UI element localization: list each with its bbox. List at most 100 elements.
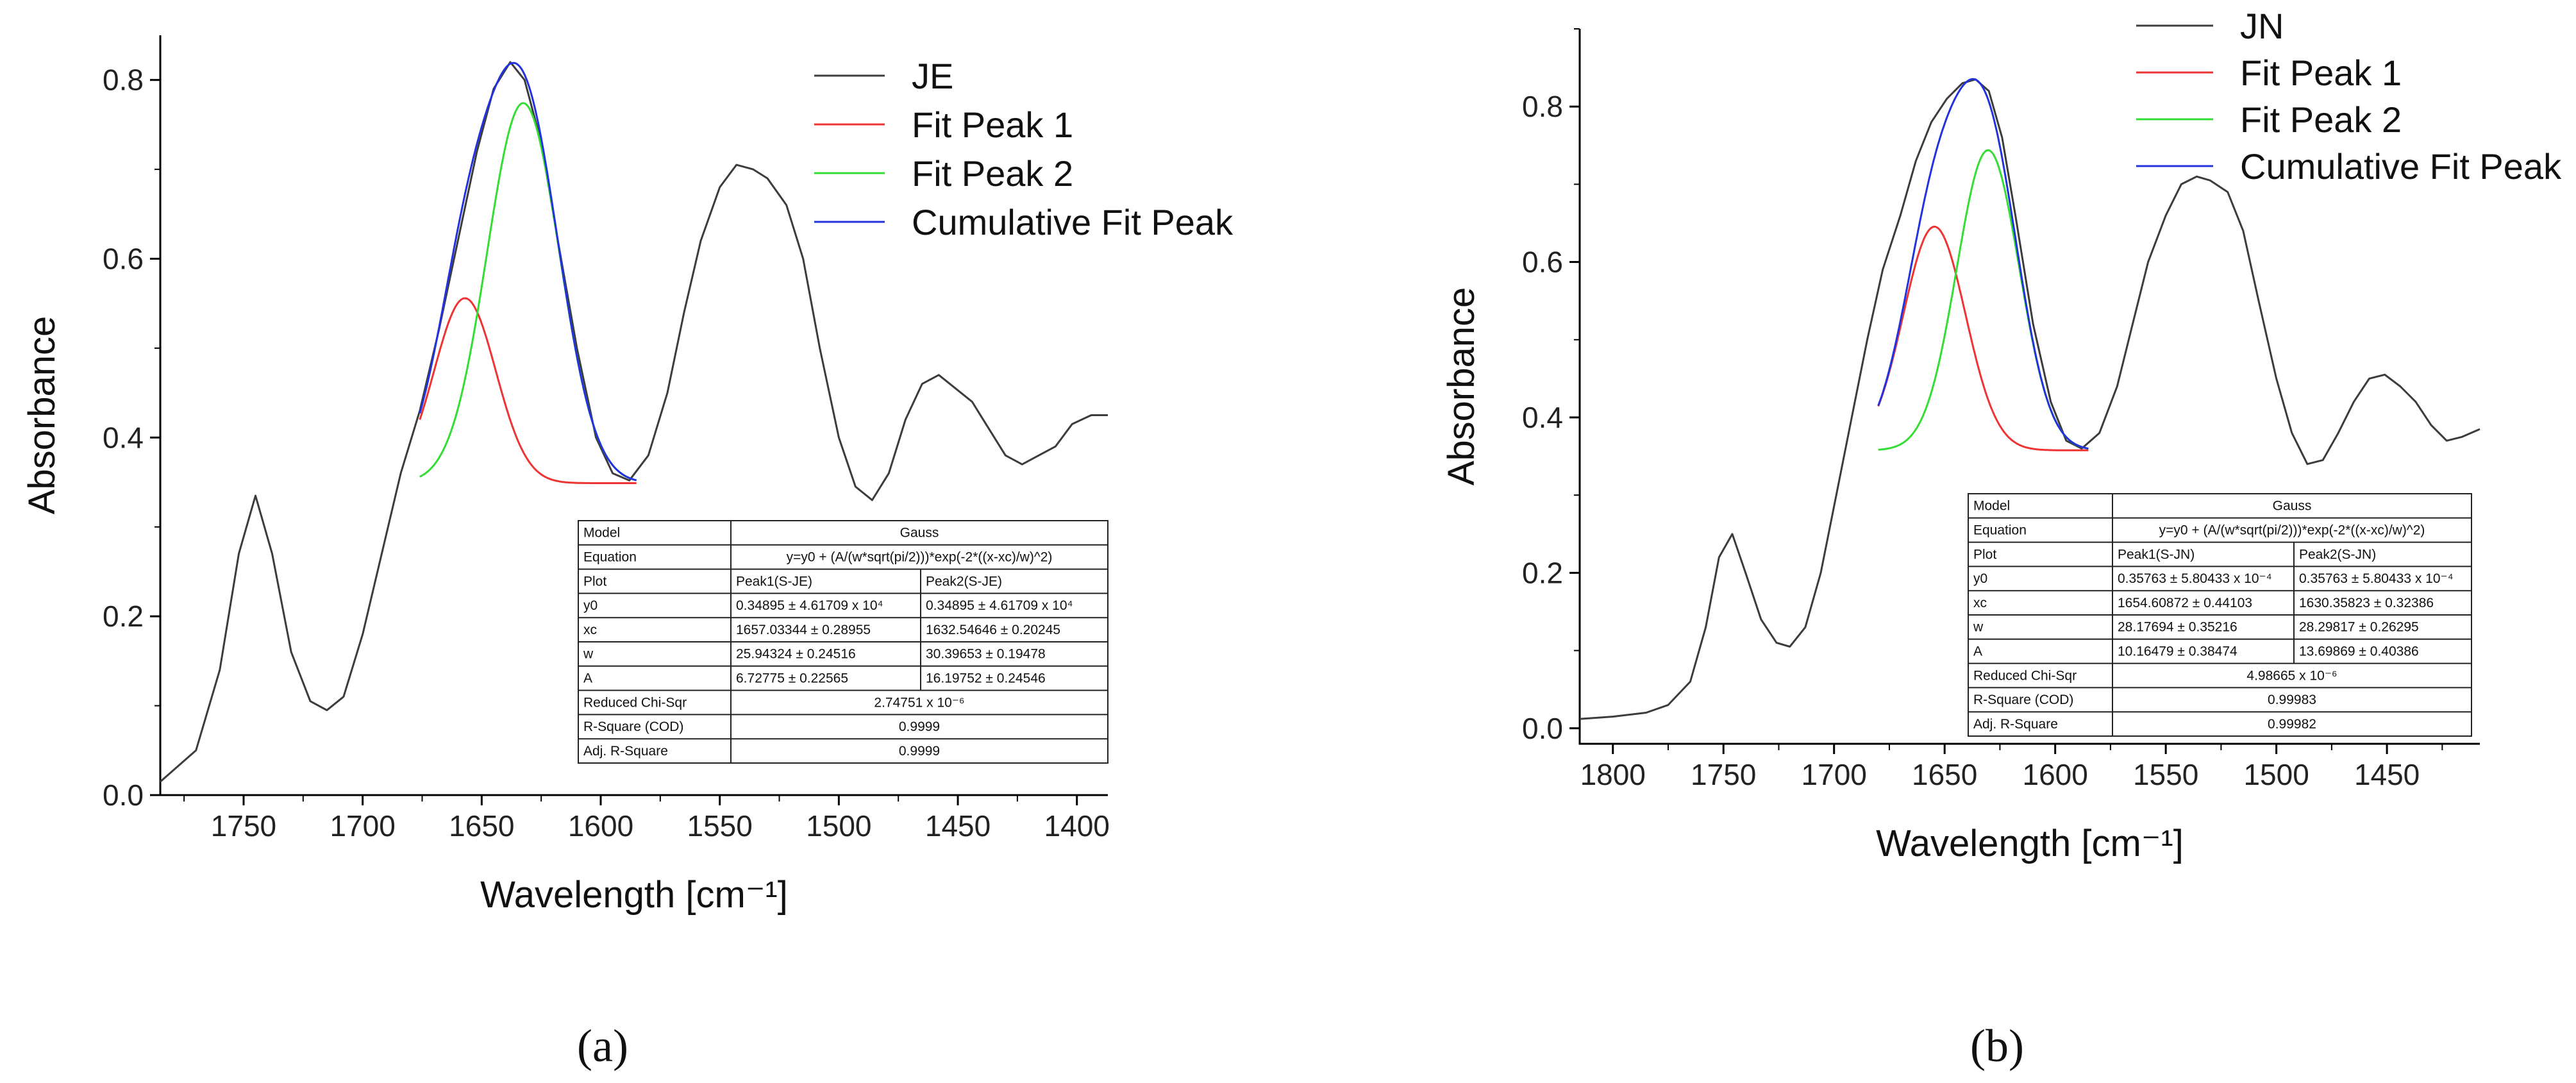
panel-label: (a) — [577, 1020, 628, 1071]
table-param-peak2: 0.34895 ± 4.61709 x 10⁴ — [926, 598, 1073, 613]
y-tick-label: 0.4 — [103, 421, 144, 454]
table-stat-label: R-Square (COD) — [1973, 693, 2073, 707]
legend-label: JN — [2240, 6, 2284, 46]
table-header-peak2: Peak2(S-JN) — [2299, 547, 2376, 562]
table-param-label: y0 — [1973, 571, 1987, 586]
table-param-label: w — [583, 647, 594, 662]
table-stat-label: Adj. R-Square — [1973, 717, 2058, 732]
x-axis-label: Wavelength [cm⁻¹] — [1876, 823, 2184, 864]
table-param-peak2: 30.39653 ± 0.19478 — [926, 647, 1046, 662]
y-tick-label: 0.6 — [1522, 246, 1563, 279]
legend-label: Cumulative Fit Peak — [912, 202, 1234, 242]
panel-label: (b) — [1970, 1020, 2024, 1071]
x-axis-label: Wavelength [cm⁻¹] — [480, 874, 788, 916]
series-line-cumulative-fit — [419, 62, 637, 482]
series-line-fit-peak-2 — [419, 102, 637, 482]
series-line-je — [160, 61, 1108, 783]
series-line-fit-peak-1 — [1877, 226, 2089, 451]
legend-label: Fit Peak 2 — [912, 153, 1073, 194]
table-stat-value: 0.9999 — [899, 719, 940, 734]
legend-label: Fit Peak 2 — [2240, 99, 2402, 140]
legend-label: Fit Peak 1 — [912, 105, 1073, 145]
table-cell-label: Equation — [583, 550, 637, 565]
legend-label: JE — [912, 56, 953, 96]
table-param-peak2: 13.69869 ± 0.40386 — [2299, 644, 2419, 659]
table-header-peak1: Peak1(S-JN) — [2118, 547, 2195, 562]
y-tick-label: 0.8 — [103, 63, 144, 97]
y-tick-label: 0.0 — [103, 778, 144, 812]
legend-label: Cumulative Fit Peak — [2240, 146, 2562, 187]
table-param-label: A — [583, 671, 592, 686]
x-tick-label: 1500 — [2243, 758, 2309, 791]
table-param-peak2: 28.29817 ± 0.26295 — [2299, 620, 2419, 635]
table-stat-label: Reduced Chi-Sqr — [1973, 668, 2077, 683]
series-line-cumulative-fit — [1877, 78, 2089, 450]
x-tick-label: 1750 — [211, 809, 276, 843]
table-cell-value: y=y0 + (A/(w*sqrt(pi/2)))*exp(-2*((x-xc)… — [787, 550, 1053, 565]
table-param-peak2: 1630.35823 ± 0.32386 — [2299, 596, 2434, 610]
table-param-label: A — [1973, 644, 1982, 659]
x-tick-label: 1550 — [2133, 758, 2198, 791]
table-stat-value: 0.99983 — [2268, 693, 2316, 707]
x-tick-label: 1700 — [330, 809, 395, 843]
series-line-fit-peak-1 — [419, 297, 637, 484]
y-tick-label: 0.2 — [1522, 556, 1563, 589]
table-param-peak1: 0.34895 ± 4.61709 x 10⁴ — [736, 598, 883, 613]
table-header-peak1: Peak1(S-JE) — [736, 574, 812, 589]
x-tick-label: 1750 — [1691, 758, 1756, 791]
table-stat-label: R-Square (COD) — [583, 719, 683, 734]
x-tick-label: 1600 — [2022, 758, 2087, 791]
x-tick-label: 1650 — [1912, 758, 1977, 791]
table-param-label: w — [1973, 620, 1984, 635]
table-cell-label: Equation — [1973, 523, 2027, 538]
table-header-peak2: Peak2(S-JE) — [926, 574, 1002, 589]
table-cell-value: Gauss — [2273, 499, 2312, 514]
table-cell-value: Gauss — [900, 526, 939, 541]
x-tick-label: 1400 — [1044, 809, 1110, 843]
table-cell-label: Plot — [583, 574, 606, 589]
x-tick-label: 1450 — [2354, 758, 2420, 791]
y-tick-label: 0.0 — [1522, 712, 1563, 745]
table-stat-value: 2.74751 x 10⁻⁶ — [874, 695, 964, 710]
table-cell-label: Model — [1973, 499, 2010, 514]
table-param-peak1: 0.35763 ± 5.80433 x 10⁻⁴ — [2118, 571, 2272, 586]
table-cell-label: Model — [583, 526, 620, 541]
y-axis-label: Absorbance — [21, 316, 63, 515]
table-param-peak1: 1654.60872 ± 0.44103 — [2118, 596, 2252, 610]
y-tick-label: 0.4 — [1522, 401, 1563, 434]
y-axis-label: Absorbance — [1441, 287, 1482, 486]
x-tick-label: 1600 — [568, 809, 633, 843]
table-cell-label: Plot — [1973, 547, 1996, 562]
table-cell-value: y=y0 + (A/(w*sqrt(pi/2)))*exp(-2*((x-xc)… — [2159, 523, 2425, 538]
table-param-peak1: 28.17694 ± 0.35216 — [2118, 620, 2237, 635]
x-tick-label: 1550 — [687, 809, 753, 843]
x-tick-label: 1650 — [449, 809, 514, 843]
x-tick-label: 1500 — [806, 809, 871, 843]
table-stat-label: Reduced Chi-Sqr — [583, 695, 687, 710]
y-tick-label: 0.6 — [103, 242, 144, 276]
x-tick-label: 1800 — [1580, 758, 1646, 791]
table-param-peak1: 25.94324 ± 0.24516 — [736, 647, 856, 662]
x-tick-label: 1700 — [1802, 758, 1867, 791]
axis-lines — [1578, 29, 2480, 745]
table-param-label: xc — [583, 623, 597, 637]
table-stat-label: Adj. R-Square — [583, 744, 668, 759]
legend-label: Fit Peak 1 — [2240, 53, 2402, 93]
table-param-peak1: 10.16479 ± 0.38474 — [2118, 644, 2237, 659]
table-stat-value: 0.9999 — [899, 744, 940, 759]
y-tick-label: 0.2 — [103, 600, 144, 633]
table-param-peak2: 1632.54646 ± 0.20245 — [926, 623, 1060, 637]
table-param-peak1: 1657.03344 ± 0.28955 — [736, 623, 871, 637]
table-param-label: xc — [1973, 596, 1987, 610]
table-param-peak2: 0.35763 ± 5.80433 x 10⁻⁴ — [2299, 571, 2454, 586]
table-param-peak1: 6.72775 ± 0.22565 — [736, 671, 848, 686]
series-line-jn — [1579, 78, 2480, 720]
table-param-peak2: 16.19752 ± 0.24546 — [926, 671, 1046, 686]
series-line-fit-peak-2 — [1878, 149, 2089, 451]
table-param-label: y0 — [583, 598, 598, 613]
x-tick-label: 1450 — [925, 809, 991, 843]
table-stat-value: 0.99982 — [2268, 717, 2316, 732]
y-tick-label: 0.8 — [1522, 90, 1563, 123]
table-stat-value: 4.98665 x 10⁻⁶ — [2246, 668, 2337, 683]
